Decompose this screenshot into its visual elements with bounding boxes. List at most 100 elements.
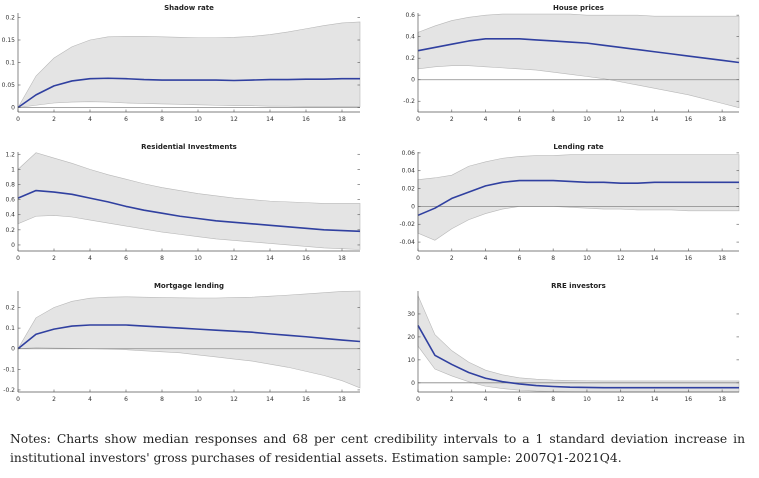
house-prices-y-tick-label: 0.6 bbox=[405, 12, 415, 19]
mortgage-lending-y-tick-label: 0 bbox=[11, 346, 15, 353]
chart-panel-shadow-rate: Shadow rate 0 0.05 0.1 0.15 0.2 0 2 4 6 8 10 12 14 16 1… bbox=[0, 0, 380, 138]
mortgage-lending-y-tick-label: 0.1 bbox=[5, 325, 15, 332]
rre-investors-median-line bbox=[417, 325, 739, 389]
shadow-rate-x-tick-label: 2 bbox=[52, 116, 56, 123]
house-prices-x-tick-label: 8 bbox=[551, 116, 555, 123]
mortgage-lending-x-tick-label: 8 bbox=[160, 396, 164, 403]
mortgage-lending-median-line bbox=[17, 324, 361, 350]
shadow-rate-x-tick-label: 12 bbox=[230, 116, 238, 123]
house-prices-credibility-band bbox=[417, 13, 740, 109]
house-prices-y-tick-label: 0.4 bbox=[405, 34, 415, 41]
residential-investments-y-tick-label: 0 bbox=[11, 242, 15, 249]
lending-rate-y-tick-label: 0.04 bbox=[402, 168, 416, 175]
mortgage-lending-y-tick-label: 0.2 bbox=[5, 304, 15, 311]
shadow-rate-x-tick-label: 18 bbox=[338, 116, 346, 123]
mortgage-lending-x-tick-label: 12 bbox=[230, 396, 238, 403]
mortgage-lending-y-tick-label: -0.2 bbox=[3, 387, 15, 394]
mortgage-lending-x-tick-label: 6 bbox=[124, 396, 128, 403]
house-prices-x-tick-label: 14 bbox=[651, 116, 659, 123]
house-prices-x-tick-label: 16 bbox=[684, 116, 692, 123]
shadow-rate-y-tick-label: 0.2 bbox=[5, 15, 15, 22]
chart-panel-residential-investments: Residential Investments 0 0.2 0.4 0.6 0.8 1 1.2… bbox=[0, 139, 380, 277]
shadow-rate-x-tick-label: 4 bbox=[88, 116, 92, 123]
residential-investments-y-tick-label: 0.6 bbox=[5, 197, 15, 204]
rre-investors-x-tick-label: 12 bbox=[617, 396, 625, 403]
mortgage-lending-x-tick-label: 10 bbox=[194, 396, 202, 403]
residential-investments-y-tick-label: 0.8 bbox=[5, 181, 15, 188]
lending-rate-y-tick-label: 0.02 bbox=[402, 186, 416, 193]
house-prices-x-tick-label: 0 bbox=[416, 116, 420, 123]
lending-rate-x-tick-label: 18 bbox=[718, 255, 726, 262]
residential-investments-x-tick-label: 6 bbox=[124, 255, 128, 262]
rre-investors-title: RRE investors bbox=[551, 282, 606, 290]
lending-rate-x-tick-label: 4 bbox=[484, 255, 488, 262]
house-prices-x-tick-label: 10 bbox=[583, 116, 591, 123]
rre-investors-x-tick-label: 14 bbox=[651, 396, 659, 403]
lending-rate-x-tick-label: 14 bbox=[651, 255, 659, 262]
chart-residential-investments: Residential Investments 0 0.2 0.4 0.6 0.8 1 1.2… bbox=[5, 143, 361, 262]
lending-rate-x-tick-label: 0 bbox=[416, 255, 420, 262]
shadow-rate-y-tick-label: 0.05 bbox=[2, 82, 16, 89]
house-prices-x-tick-label: 12 bbox=[617, 116, 625, 123]
rre-investors-x-tick-label: 2 bbox=[450, 396, 454, 403]
house-prices-x-tick-label: 6 bbox=[517, 116, 521, 123]
house-prices-x-tick-label: 2 bbox=[450, 116, 454, 123]
shadow-rate-x-tick-label: 10 bbox=[194, 116, 202, 123]
rre-investors-x-tick-label: 18 bbox=[718, 396, 726, 403]
rre-investors-y-tick-label: 30 bbox=[407, 311, 415, 318]
lending-rate-x-tick-label: 2 bbox=[450, 255, 454, 262]
chart-mortgage-lending: Mortgage lending -0.2 -0.1 0 0.1 0.2 0 2 4 6 8 10 12… bbox=[3, 282, 361, 403]
residential-investments-x-tick-label: 14 bbox=[266, 255, 274, 262]
lending-rate-credibility-band bbox=[417, 154, 740, 241]
rre-investors-credibility-band bbox=[417, 295, 740, 393]
lending-rate-x-tick-label: 8 bbox=[551, 255, 555, 262]
residential-investments-y-tick-label: 0.4 bbox=[5, 212, 15, 219]
mortgage-lending-x-tick-label: 2 bbox=[52, 396, 56, 403]
lending-rate-x-tick-label: 12 bbox=[617, 255, 625, 262]
shadow-rate-y-tick-label: 0.15 bbox=[2, 37, 16, 44]
rre-investors-y-tick-label: 0 bbox=[411, 380, 415, 387]
chart-panel-rre-investors: RRE investors 0 10 20 30 0 2 4 6 8 10 12 14 16 18 bbox=[400, 278, 759, 418]
residential-investments-x-tick-label: 8 bbox=[160, 255, 164, 262]
shadow-rate-x-tick-label: 8 bbox=[160, 116, 164, 123]
mortgage-lending-x-tick-label: 14 bbox=[266, 396, 274, 403]
shadow-rate-x-tick-label: 0 bbox=[16, 116, 20, 123]
residential-investments-x-tick-label: 0 bbox=[16, 255, 20, 262]
house-prices-y-tick-label: 0 bbox=[411, 77, 415, 84]
lending-rate-x-tick-label: 16 bbox=[684, 255, 692, 262]
house-prices-y-tick-label: 0.2 bbox=[405, 55, 415, 62]
residential-investments-x-tick-label: 4 bbox=[88, 255, 92, 262]
residential-investments-x-tick-label: 16 bbox=[302, 255, 310, 262]
rre-investors-x-tick-label: 16 bbox=[684, 396, 692, 403]
mortgage-lending-title: Mortgage lending bbox=[154, 282, 224, 290]
chart-rre-investors: RRE investors 0 10 20 30 0 2 4 6 8 10 12 14 16 18 bbox=[407, 282, 740, 403]
lending-rate-x-tick-label: 6 bbox=[517, 255, 521, 262]
shadow-rate-credibility-band bbox=[17, 21, 361, 108]
lending-rate-title: Lending rate bbox=[553, 143, 604, 151]
residential-investments-x-tick-label: 2 bbox=[52, 255, 56, 262]
residential-investments-y-tick-label: 0.2 bbox=[5, 227, 15, 234]
mortgage-lending-credibility-band bbox=[17, 290, 361, 389]
shadow-rate-title: Shadow rate bbox=[164, 4, 214, 12]
shadow-rate-x-tick-label: 6 bbox=[124, 116, 128, 123]
figure-notes: Notes: Charts show median responses and … bbox=[10, 432, 745, 465]
lending-rate-y-tick-label: -0.04 bbox=[399, 239, 415, 246]
shadow-rate-y-tick-label: 0.1 bbox=[5, 60, 15, 67]
chart-panel-lending-rate: Lending rate -0.04 -0.02 0 0.02 0.04 0.06 0 2 4 6 8… bbox=[399, 139, 759, 277]
shadow-rate-x-tick-label: 14 bbox=[266, 116, 274, 123]
chart-panel-house-prices: House prices -0.2 0 0.2 0.4 0.6 0 2 4 6 8 10 12 14 16 1… bbox=[400, 0, 759, 138]
mortgage-lending-x-tick-label: 0 bbox=[16, 396, 20, 403]
shadow-rate-y-tick-label: 0 bbox=[11, 105, 15, 112]
rre-investors-x-tick-label: 4 bbox=[484, 396, 488, 403]
lending-rate-y-tick-label: 0.06 bbox=[402, 150, 416, 157]
rre-investors-y-tick-label: 10 bbox=[407, 357, 415, 364]
residential-investments-y-tick-label: 1.2 bbox=[5, 151, 15, 158]
house-prices-x-tick-label: 18 bbox=[718, 116, 726, 123]
residential-investments-credibility-band bbox=[17, 152, 361, 250]
residential-investments-y-tick-label: 1 bbox=[11, 166, 15, 173]
mortgage-lending-x-tick-label: 18 bbox=[338, 396, 346, 403]
rre-investors-y-tick-label: 20 bbox=[407, 334, 415, 341]
residential-investments-x-tick-label: 18 bbox=[338, 255, 346, 262]
rre-investors-x-tick-label: 10 bbox=[583, 396, 591, 403]
lending-rate-median-line bbox=[417, 179, 739, 217]
